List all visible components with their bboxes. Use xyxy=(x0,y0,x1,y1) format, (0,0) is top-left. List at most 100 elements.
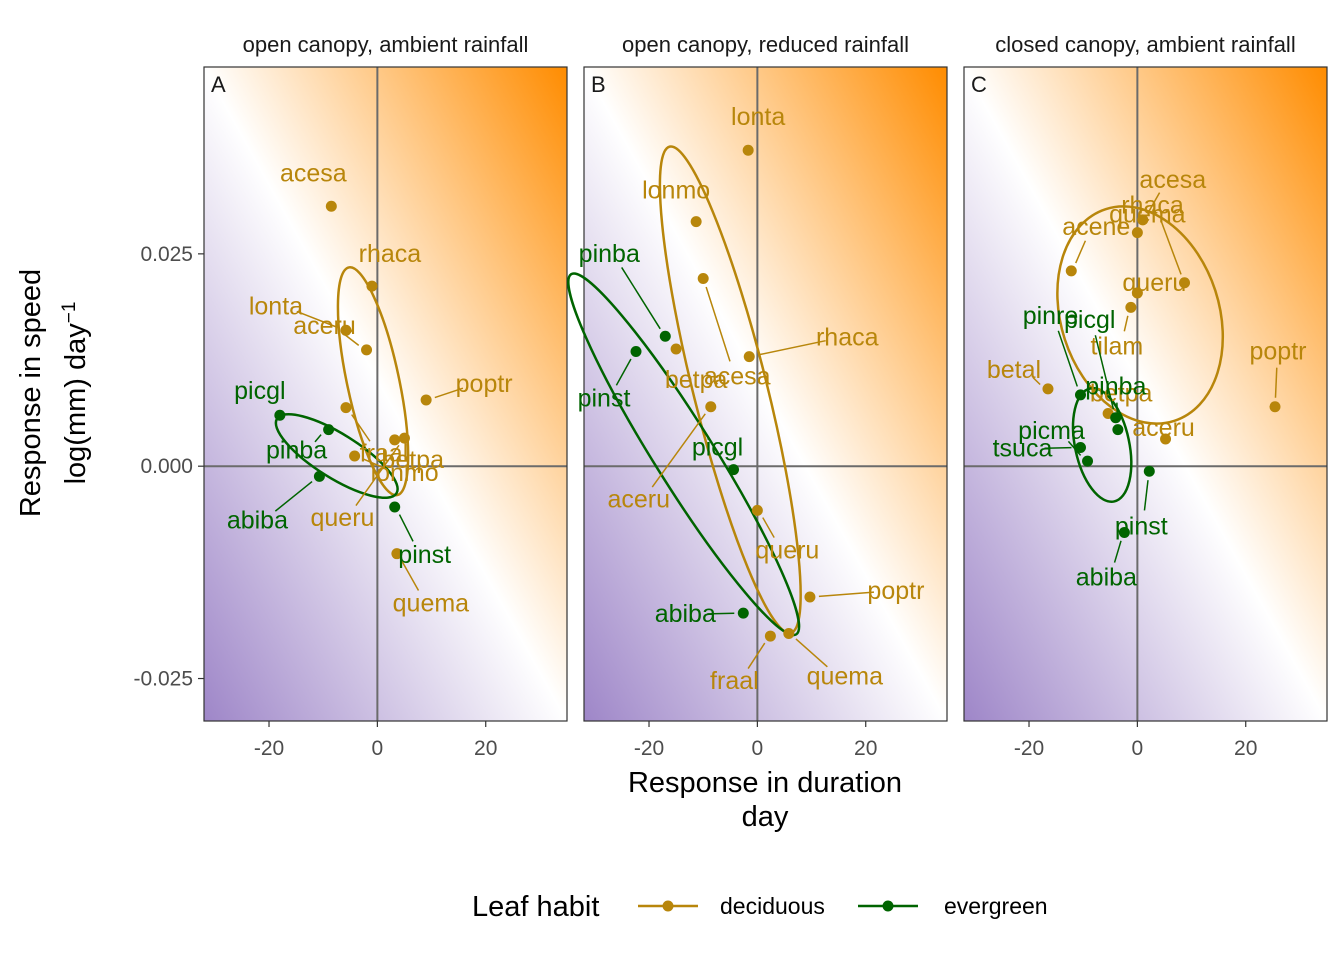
point-fraal xyxy=(764,630,776,642)
point-label-lonta: lonta xyxy=(249,292,303,320)
panel-a: open canopy, ambient rainfall A -20 0 20 -0.0… xyxy=(133,32,568,760)
x-tick-label: 0 xyxy=(372,737,384,760)
label-leader-queru xyxy=(762,517,775,538)
x-tick-label: 0 xyxy=(1132,737,1144,760)
label-leader-abiba xyxy=(1113,540,1122,563)
label-leader-pinba xyxy=(314,434,322,443)
point-aceru xyxy=(361,344,373,356)
point-tilam xyxy=(1125,301,1137,313)
x-axis-unit: day xyxy=(742,801,789,833)
point-abiba xyxy=(737,607,749,619)
label-leader-picma xyxy=(1067,440,1082,456)
y-tick-label: 0.025 xyxy=(140,243,193,266)
y-tick-label: 0.000 xyxy=(140,455,193,478)
label-leader-fraal xyxy=(747,642,766,669)
x-tick-label: 20 xyxy=(854,737,877,760)
x-tick-label: -20 xyxy=(1014,737,1044,760)
point-lonta xyxy=(742,144,754,156)
point-acene xyxy=(1065,265,1077,277)
point-queru xyxy=(751,504,763,516)
point-label-tilam: tilam xyxy=(1090,332,1143,360)
label-leader-acesa xyxy=(1147,192,1161,214)
label-leader-pinre xyxy=(1057,330,1078,387)
panel-title: open canopy, reduced rainfall xyxy=(622,32,909,57)
point-label-rhaca: rhaca xyxy=(359,240,422,268)
point-label-pinst: pinst xyxy=(578,385,631,413)
panel-background xyxy=(964,67,1327,721)
point-abiba xyxy=(313,470,325,482)
point-label-quema: quema xyxy=(1109,201,1186,229)
legend-label-deciduous: deciduous xyxy=(720,893,825,919)
y-axis-unit-base: log(mm) day xyxy=(60,323,92,485)
point-label-aceru: aceru xyxy=(293,312,356,340)
point-label-tsuca: tsuca xyxy=(993,435,1053,463)
label-leader-abiba xyxy=(274,481,313,512)
point-pinst xyxy=(389,501,401,513)
point-pinst xyxy=(1143,465,1155,477)
point-label-pinre: pinre xyxy=(1023,302,1079,330)
point-aceru xyxy=(1160,433,1172,445)
label-leader-betal xyxy=(1032,377,1041,386)
legend-swatch-point-deciduous xyxy=(662,900,674,912)
point-betal xyxy=(1042,383,1054,395)
label-leader-pinba xyxy=(1116,402,1119,421)
point-queru xyxy=(1131,287,1143,299)
point-pinba xyxy=(323,424,335,436)
panel-tag: C xyxy=(971,72,987,97)
point-betpa xyxy=(670,343,682,355)
y-axis-unit-group: log(mm) day−1 xyxy=(59,302,92,485)
point-label-aceru: aceru xyxy=(608,486,671,514)
point-label-picma: picma xyxy=(1018,417,1085,445)
point-label-rhaca: rhaca xyxy=(1121,192,1184,220)
point-label-rhaca: rhaca xyxy=(816,324,879,352)
point-label-betpa: betpa xyxy=(1090,380,1153,408)
point-label-queru: queru xyxy=(1122,269,1186,297)
point-pinre xyxy=(1074,389,1086,401)
x-tick-label: 20 xyxy=(474,737,497,760)
point-pinba xyxy=(1112,424,1124,436)
label-leader-rhaca xyxy=(757,339,826,356)
point-tsuca xyxy=(1074,442,1086,454)
point-label-fraal: fraal xyxy=(360,440,409,468)
point-label-queru: queru xyxy=(755,536,819,564)
point-label-poptr: poptr xyxy=(867,577,924,605)
point-label-pinst: pinst xyxy=(398,541,451,569)
label-leader-pinst xyxy=(1143,480,1149,511)
point-label-acene: acene xyxy=(1062,213,1130,241)
legend-title: Leaf habit xyxy=(472,891,599,923)
point-label-betpa: betpa xyxy=(665,366,728,394)
point-rhaca xyxy=(743,351,755,363)
panel-title: open canopy, ambient rainfall xyxy=(243,32,529,57)
point-label-quema: quema xyxy=(807,663,884,691)
x-tick-label: -20 xyxy=(254,737,284,760)
point-label-aceru: aceru xyxy=(1132,414,1195,442)
point-label-betpa: betpa xyxy=(381,446,444,474)
point-label-lonta: lonta xyxy=(731,103,785,131)
point-label-acesa: acesa xyxy=(280,159,347,187)
panel-border xyxy=(963,66,1328,722)
point-picma xyxy=(1082,455,1094,467)
point-quema xyxy=(391,548,403,560)
point-label-poptr: poptr xyxy=(1249,338,1306,366)
panels: open canopy, ambient rainfall A -20 0 20 -0.0… xyxy=(133,32,1328,760)
point-picgl xyxy=(1110,412,1122,424)
point-label-picgl: picgl xyxy=(234,377,285,405)
point-quema xyxy=(783,628,795,640)
point-poptr xyxy=(1269,401,1281,413)
label-leader-pinst xyxy=(398,514,414,542)
point-label-abiba: abiba xyxy=(655,600,716,628)
label-leader-aceru xyxy=(651,413,706,488)
point-abiba xyxy=(1118,526,1130,538)
ellipse-deciduous xyxy=(336,266,410,497)
label-leader-quema xyxy=(401,560,420,591)
label-leader-lonmo xyxy=(362,458,385,469)
point-label-picgl: picgl xyxy=(1064,306,1115,334)
y-axis-unit: log(mm) day−1 xyxy=(59,302,92,485)
point-label-abiba: abiba xyxy=(1076,563,1137,591)
point-fraal xyxy=(340,402,352,414)
panel-tag: B xyxy=(591,72,606,97)
point-label-betal: betal xyxy=(987,356,1041,384)
point-label-quema: quema xyxy=(393,590,470,618)
point-label-acesa: acesa xyxy=(1139,166,1206,194)
